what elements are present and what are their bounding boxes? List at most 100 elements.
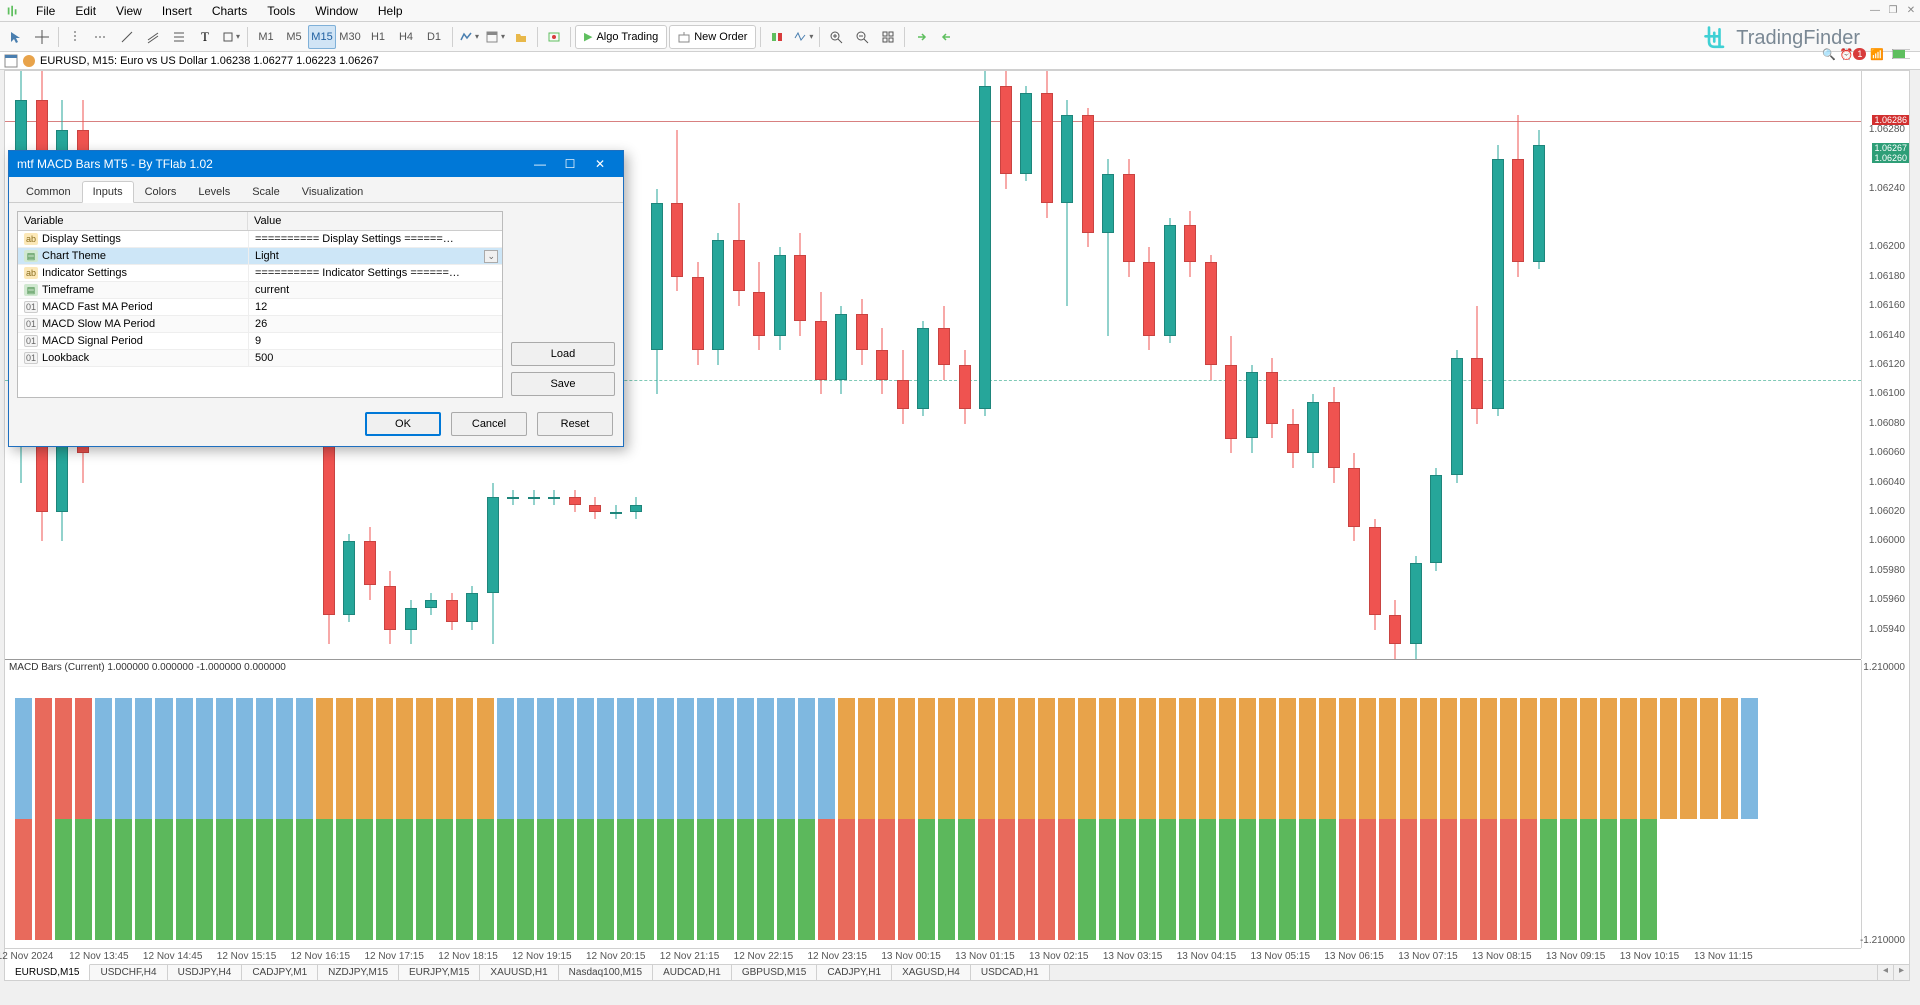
reset-button[interactable]: Reset — [537, 412, 613, 436]
tab-prev-icon[interactable]: ◂ — [1877, 965, 1893, 980]
timeframe-M15[interactable]: M15 — [308, 25, 336, 49]
dialog-tab-inputs[interactable]: Inputs — [82, 181, 134, 203]
macd-bar — [35, 819, 52, 940]
minimize-icon[interactable]: — — [525, 157, 555, 171]
hline-tool-icon[interactable] — [89, 25, 113, 49]
connection-icon — [1892, 47, 1910, 61]
ok-button[interactable]: OK — [365, 412, 441, 436]
text-tool-icon[interactable]: T — [193, 25, 217, 49]
chart-type-icon[interactable] — [457, 25, 481, 49]
input-row[interactable]: 01MACD Fast MA Period12 — [18, 299, 502, 316]
load-button[interactable]: Load — [511, 342, 615, 366]
dialog-tab-common[interactable]: Common — [15, 181, 82, 202]
tab-next-icon[interactable]: ▸ — [1893, 965, 1909, 980]
fib-tool-icon[interactable] — [167, 25, 191, 49]
chart-tab[interactable]: EURJPY,M15 — [399, 965, 480, 980]
tile-icon[interactable] — [876, 25, 900, 49]
macd-bar — [1680, 698, 1697, 819]
maximize-icon[interactable]: ☐ — [555, 157, 585, 171]
chart-tab[interactable]: USDJPY,H4 — [168, 965, 243, 980]
autoscroll-icon[interactable] — [935, 25, 959, 49]
zoom-in-icon[interactable] — [824, 25, 848, 49]
trendline-tool-icon[interactable] — [115, 25, 139, 49]
algo-trading-button[interactable]: ▶Algo Trading — [575, 25, 667, 49]
dialog-tab-colors[interactable]: Colors — [134, 181, 188, 202]
timeframe-H1[interactable]: H1 — [364, 25, 392, 49]
close-icon[interactable]: ✕ — [585, 157, 615, 171]
macd-bar — [1420, 698, 1437, 819]
menu-view[interactable]: View — [106, 4, 152, 18]
objects-tool-icon[interactable] — [219, 25, 243, 49]
input-row[interactable]: ▤Chart ThemeLight⌄ — [18, 248, 502, 265]
new-order-button[interactable]: New Order — [669, 25, 756, 49]
alert-icon[interactable]: ⏰1 — [1844, 47, 1862, 61]
macd-bar — [798, 819, 815, 940]
chart-tab[interactable]: CADJPY,H1 — [817, 965, 892, 980]
data-window-icon[interactable] — [542, 25, 566, 49]
macd-bar — [75, 698, 92, 819]
macd-bar — [196, 698, 213, 819]
search-icon[interactable]: 🔍 — [1820, 47, 1838, 61]
chart-tab[interactable]: NZDJPY,M15 — [318, 965, 399, 980]
vline-tool-icon[interactable] — [63, 25, 87, 49]
menu-file[interactable]: File — [26, 4, 65, 18]
timeframe-D1[interactable]: D1 — [420, 25, 448, 49]
template-icon[interactable] — [483, 25, 507, 49]
cancel-button[interactable]: Cancel — [451, 412, 527, 436]
timeframe-M5[interactable]: M5 — [280, 25, 308, 49]
macd-bar — [577, 698, 594, 819]
column-header-variable[interactable]: Variable — [18, 212, 248, 230]
chart-tab[interactable]: USDCAD,H1 — [971, 965, 1050, 980]
timeframe-M30[interactable]: M30 — [336, 25, 364, 49]
zoom-out-icon[interactable] — [850, 25, 874, 49]
window-control[interactable]: — — [1866, 5, 1884, 16]
chart-tab[interactable]: USDCHF,H4 — [90, 965, 167, 980]
dialog-tab-levels[interactable]: Levels — [187, 181, 241, 202]
folder-icon[interactable] — [509, 25, 533, 49]
window-control[interactable]: ❐ — [1884, 5, 1902, 16]
save-button[interactable]: Save — [511, 372, 615, 396]
input-row[interactable]: ▤Timeframecurrent — [18, 282, 502, 299]
indicator-pane[interactable]: MACD Bars (Current) 1.000000 0.000000 -1… — [5, 659, 1861, 948]
crosshair-tool-icon[interactable] — [30, 25, 54, 49]
menu-insert[interactable]: Insert — [152, 4, 202, 18]
chart-tab[interactable]: EURUSD,M15 — [5, 964, 90, 980]
price-axis: 1.062801.062401.062001.061801.061601.061… — [1861, 71, 1909, 659]
depth-icon[interactable] — [765, 25, 789, 49]
menu-help[interactable]: Help — [368, 4, 413, 18]
channel-tool-icon[interactable] — [141, 25, 165, 49]
chart-tab[interactable]: CADJPY,M1 — [242, 965, 318, 980]
chart-tab[interactable]: XAUUSD,H1 — [480, 965, 558, 980]
macd-bar — [1239, 698, 1256, 819]
input-row[interactable]: 01Lookback500 — [18, 350, 502, 367]
timeframe-H4[interactable]: H4 — [392, 25, 420, 49]
input-row[interactable]: 01MACD Slow MA Period26 — [18, 316, 502, 333]
dropdown-icon[interactable]: ⌄ — [484, 250, 498, 263]
indicators-icon[interactable] — [791, 25, 815, 49]
chart-tab[interactable]: XAGUSD,H4 — [892, 965, 971, 980]
input-row[interactable]: abDisplay Settings========== Display Set… — [18, 231, 502, 248]
chart-tab[interactable]: AUDCAD,H1 — [653, 965, 732, 980]
input-row[interactable]: 01MACD Signal Period9 — [18, 333, 502, 350]
column-header-value[interactable]: Value — [248, 212, 502, 230]
cursor-tool-icon[interactable] — [4, 25, 28, 49]
dialog-tab-visualization[interactable]: Visualization — [291, 181, 375, 202]
macd-bar — [1560, 819, 1577, 940]
menu-edit[interactable]: Edit — [65, 4, 106, 18]
input-row[interactable]: abIndicator Settings========== Indicator… — [18, 265, 502, 282]
chart-tab[interactable]: GBPUSD,M15 — [732, 965, 817, 980]
macd-bar — [1620, 698, 1637, 819]
macd-bar — [1359, 819, 1376, 940]
menu-charts[interactable]: Charts — [202, 4, 257, 18]
macd-bar — [777, 698, 794, 819]
chart-tab[interactable]: Nasdaq100,M15 — [559, 965, 653, 980]
dialog-titlebar[interactable]: mtf MACD Bars MT5 - By TFlab 1.02 — ☐ ✕ — [9, 151, 623, 177]
shift-icon[interactable] — [909, 25, 933, 49]
menu-window[interactable]: Window — [305, 4, 368, 18]
window-control[interactable]: ✕ — [1902, 5, 1920, 16]
timeframe-M1[interactable]: M1 — [252, 25, 280, 49]
menu-tools[interactable]: Tools — [257, 4, 305, 18]
macd-bar — [1640, 698, 1657, 819]
macd-bar — [176, 698, 193, 819]
dialog-tab-scale[interactable]: Scale — [241, 181, 291, 202]
